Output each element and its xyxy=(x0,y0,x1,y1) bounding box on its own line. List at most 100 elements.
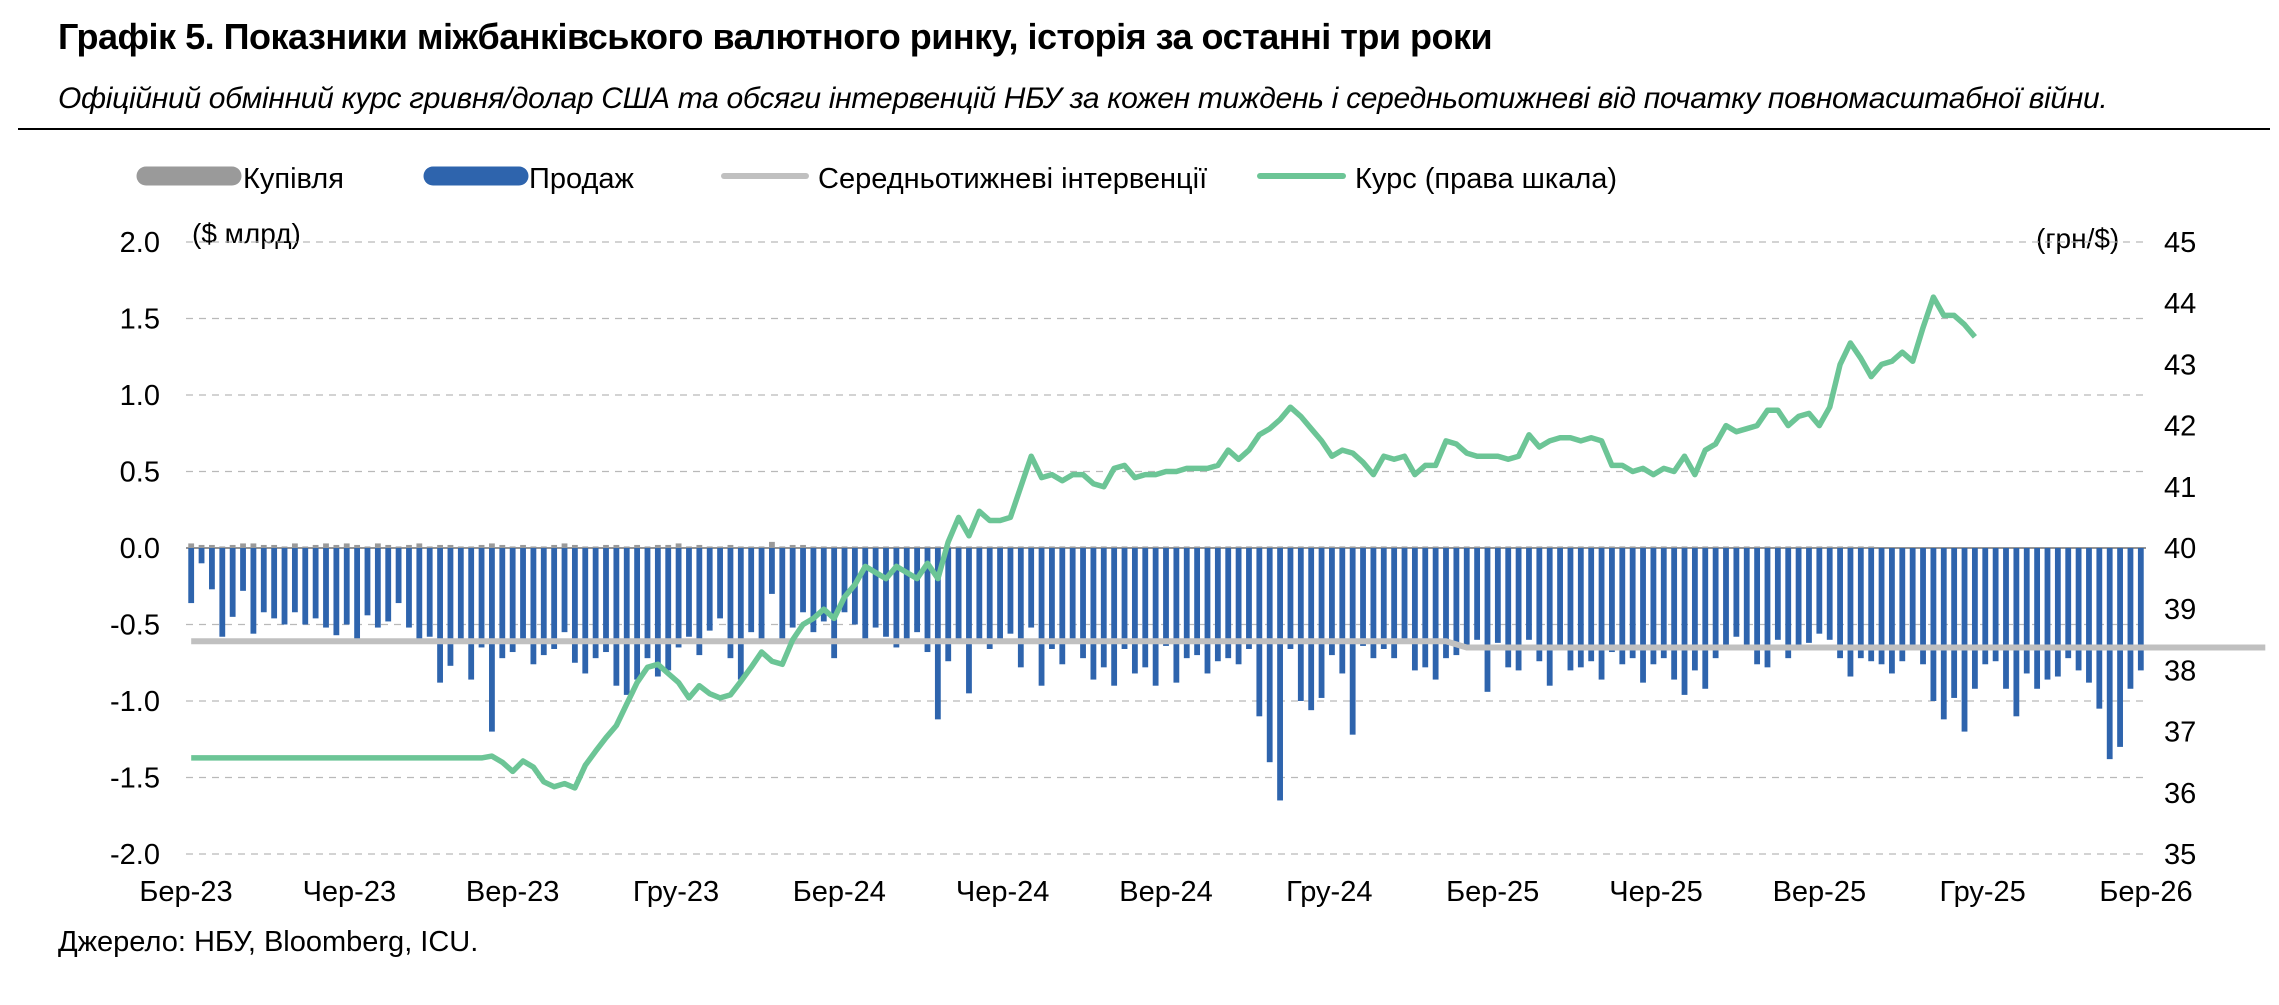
buy-bar xyxy=(530,546,537,548)
sell-bar xyxy=(364,548,371,616)
buy-bars xyxy=(188,541,1875,548)
sell-bar xyxy=(188,548,195,604)
buy-bar xyxy=(437,544,443,548)
sell-bar xyxy=(1557,548,1563,649)
buy-bar xyxy=(509,546,516,548)
sell-bar xyxy=(2003,548,2009,689)
buy-bar xyxy=(1266,546,1273,548)
buy-bar xyxy=(914,546,921,548)
sell-bar xyxy=(209,548,215,590)
buy-bar xyxy=(737,546,744,548)
sell-bar xyxy=(1121,548,1128,649)
sell-bar xyxy=(2137,548,2144,671)
buy-bar xyxy=(1806,546,1812,548)
sell-bar xyxy=(914,548,921,633)
buy-bar xyxy=(1609,546,1615,548)
sell-bar xyxy=(2023,548,2030,674)
sell-bar xyxy=(1308,548,1315,711)
sell-bar xyxy=(820,548,827,622)
buy-bar xyxy=(540,546,547,548)
sell-bar xyxy=(1297,548,1304,701)
sell-bar xyxy=(1360,548,1366,646)
buy-bar xyxy=(426,546,433,548)
sell-bar xyxy=(385,548,392,622)
buy-bar xyxy=(457,546,464,548)
buy-bar xyxy=(1577,546,1584,548)
buy-bar xyxy=(1868,546,1875,548)
buy-bar xyxy=(1360,546,1366,548)
buy-bar xyxy=(1173,546,1180,548)
buy-bar xyxy=(862,546,869,548)
x-tick-label: Бер-23 xyxy=(139,876,232,908)
sell-bar xyxy=(934,548,941,720)
sell-bar xyxy=(769,548,775,594)
sell-bar xyxy=(945,548,952,662)
buy-bar xyxy=(1235,546,1242,548)
buy-bar xyxy=(841,546,848,548)
buy-bar xyxy=(364,546,371,548)
sell-bar xyxy=(1961,548,1968,732)
buy-bar xyxy=(1754,546,1761,548)
sell-bar xyxy=(1463,548,1470,649)
buy-bar xyxy=(872,546,879,548)
sell-bar xyxy=(1712,548,1719,659)
sell-bar xyxy=(1318,548,1325,698)
sell-bar xyxy=(2075,548,2082,671)
buy-bar xyxy=(1100,546,1107,548)
buy-bar xyxy=(1494,546,1501,548)
x-tick-label: Чер-23 xyxy=(303,876,397,908)
sell-bar xyxy=(1774,548,1781,640)
buy-bar xyxy=(1640,546,1646,548)
buy-bar xyxy=(1526,546,1532,548)
sell-bar xyxy=(1640,548,1646,683)
buy-bar xyxy=(374,543,381,548)
sell-bar xyxy=(1536,548,1543,662)
sell-bar xyxy=(395,548,402,604)
buy-bar xyxy=(1318,546,1325,548)
sell-bar xyxy=(1194,548,1201,656)
sell-bar xyxy=(789,548,796,628)
buy-bar xyxy=(1308,546,1315,548)
buy-bar xyxy=(447,544,454,548)
sell-bar xyxy=(1795,548,1802,649)
right-tick-label: 42 xyxy=(2164,411,2196,443)
sell-bar xyxy=(281,548,288,625)
sell-bar xyxy=(1826,548,1833,640)
buy-bar xyxy=(924,546,931,548)
buy-bar xyxy=(1297,546,1304,548)
buy-bar xyxy=(1380,546,1387,548)
sell-bar xyxy=(2044,548,2051,680)
buy-bar xyxy=(665,544,672,548)
sell-bar xyxy=(1277,548,1283,801)
buy-bar xyxy=(706,546,713,548)
buy-bar xyxy=(789,544,796,548)
sell-bar xyxy=(260,548,267,613)
buy-bar xyxy=(1131,546,1138,548)
right-tick-label: 43 xyxy=(2164,349,2196,381)
sell-bar xyxy=(1660,548,1667,659)
sell-bar xyxy=(1007,548,1014,634)
right-tick-label: 39 xyxy=(2164,594,2196,626)
buy-bar xyxy=(395,546,402,548)
x-tick-label: Вер-25 xyxy=(1773,876,1867,908)
buy-bar xyxy=(302,546,309,548)
buy-bar xyxy=(1183,546,1190,548)
sell-bar xyxy=(706,548,713,631)
x-tick-label: Бер-24 xyxy=(793,876,886,908)
sell-bar xyxy=(1059,548,1066,665)
sell-bar xyxy=(1764,548,1771,668)
sell-bar xyxy=(1588,548,1595,662)
sell-bar xyxy=(1629,548,1636,659)
sell-bar xyxy=(1691,548,1698,671)
buy-bar xyxy=(1246,546,1252,548)
buy-bar xyxy=(354,544,361,548)
sell-bar xyxy=(1733,548,1740,637)
buy-bar xyxy=(1588,546,1595,548)
buy-bar xyxy=(1816,546,1823,548)
buy-bar xyxy=(1349,546,1356,548)
right-tick-label: 36 xyxy=(2164,778,2196,810)
buy-bar xyxy=(966,546,972,548)
sell-bar xyxy=(997,548,1003,643)
sell-bar xyxy=(924,548,931,653)
sell-bar xyxy=(1971,548,1978,689)
